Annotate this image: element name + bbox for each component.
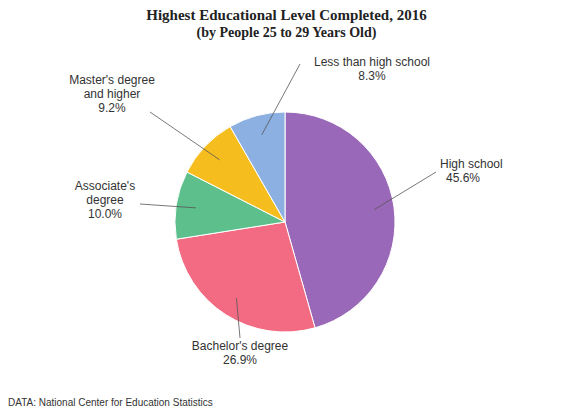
subtitle: (by People 25 to 29 Years Old) bbox=[197, 25, 377, 41]
category-label-line: and higher bbox=[84, 87, 141, 101]
category-label: Master's degreeand higher bbox=[69, 73, 155, 101]
category-label-line: Bachelor's degree bbox=[192, 339, 289, 353]
leader-line bbox=[140, 204, 196, 208]
slice bbox=[230, 112, 285, 222]
plot-area bbox=[175, 112, 395, 332]
leader-line bbox=[374, 172, 436, 210]
pie bbox=[175, 112, 395, 332]
category-label-line: Associate's bbox=[75, 179, 135, 193]
data-label: 8.3% bbox=[358, 69, 386, 83]
category-label-line: Master's degree bbox=[69, 73, 155, 87]
source: DATA: National Center for Education Stat… bbox=[8, 397, 213, 408]
leader-line bbox=[236, 298, 240, 338]
category-label-line: High school bbox=[440, 157, 503, 171]
data-label: 9.2% bbox=[98, 101, 126, 115]
slice bbox=[176, 222, 315, 332]
category-label-line: degree bbox=[86, 193, 124, 207]
labels: High school45.6% Bachelor's degree26.9% As… bbox=[69, 55, 503, 367]
category-label: High school bbox=[440, 157, 503, 171]
data-label: 45.6% bbox=[446, 171, 480, 185]
category-label: Associate'sdegree bbox=[75, 179, 135, 207]
category-label: Bachelor's degree bbox=[192, 339, 289, 353]
data-label: 10.0% bbox=[88, 207, 122, 221]
category-label: Less than high school bbox=[314, 55, 430, 69]
data-label: 26.9% bbox=[223, 353, 257, 367]
leader-line bbox=[262, 64, 300, 135]
title: Highest Educational Level Completed, 201… bbox=[146, 7, 427, 23]
chart: Highest Educational Level Completed, 201… bbox=[0, 0, 573, 414]
category-label-line: Less than high school bbox=[314, 55, 430, 69]
leader-line bbox=[150, 112, 220, 160]
